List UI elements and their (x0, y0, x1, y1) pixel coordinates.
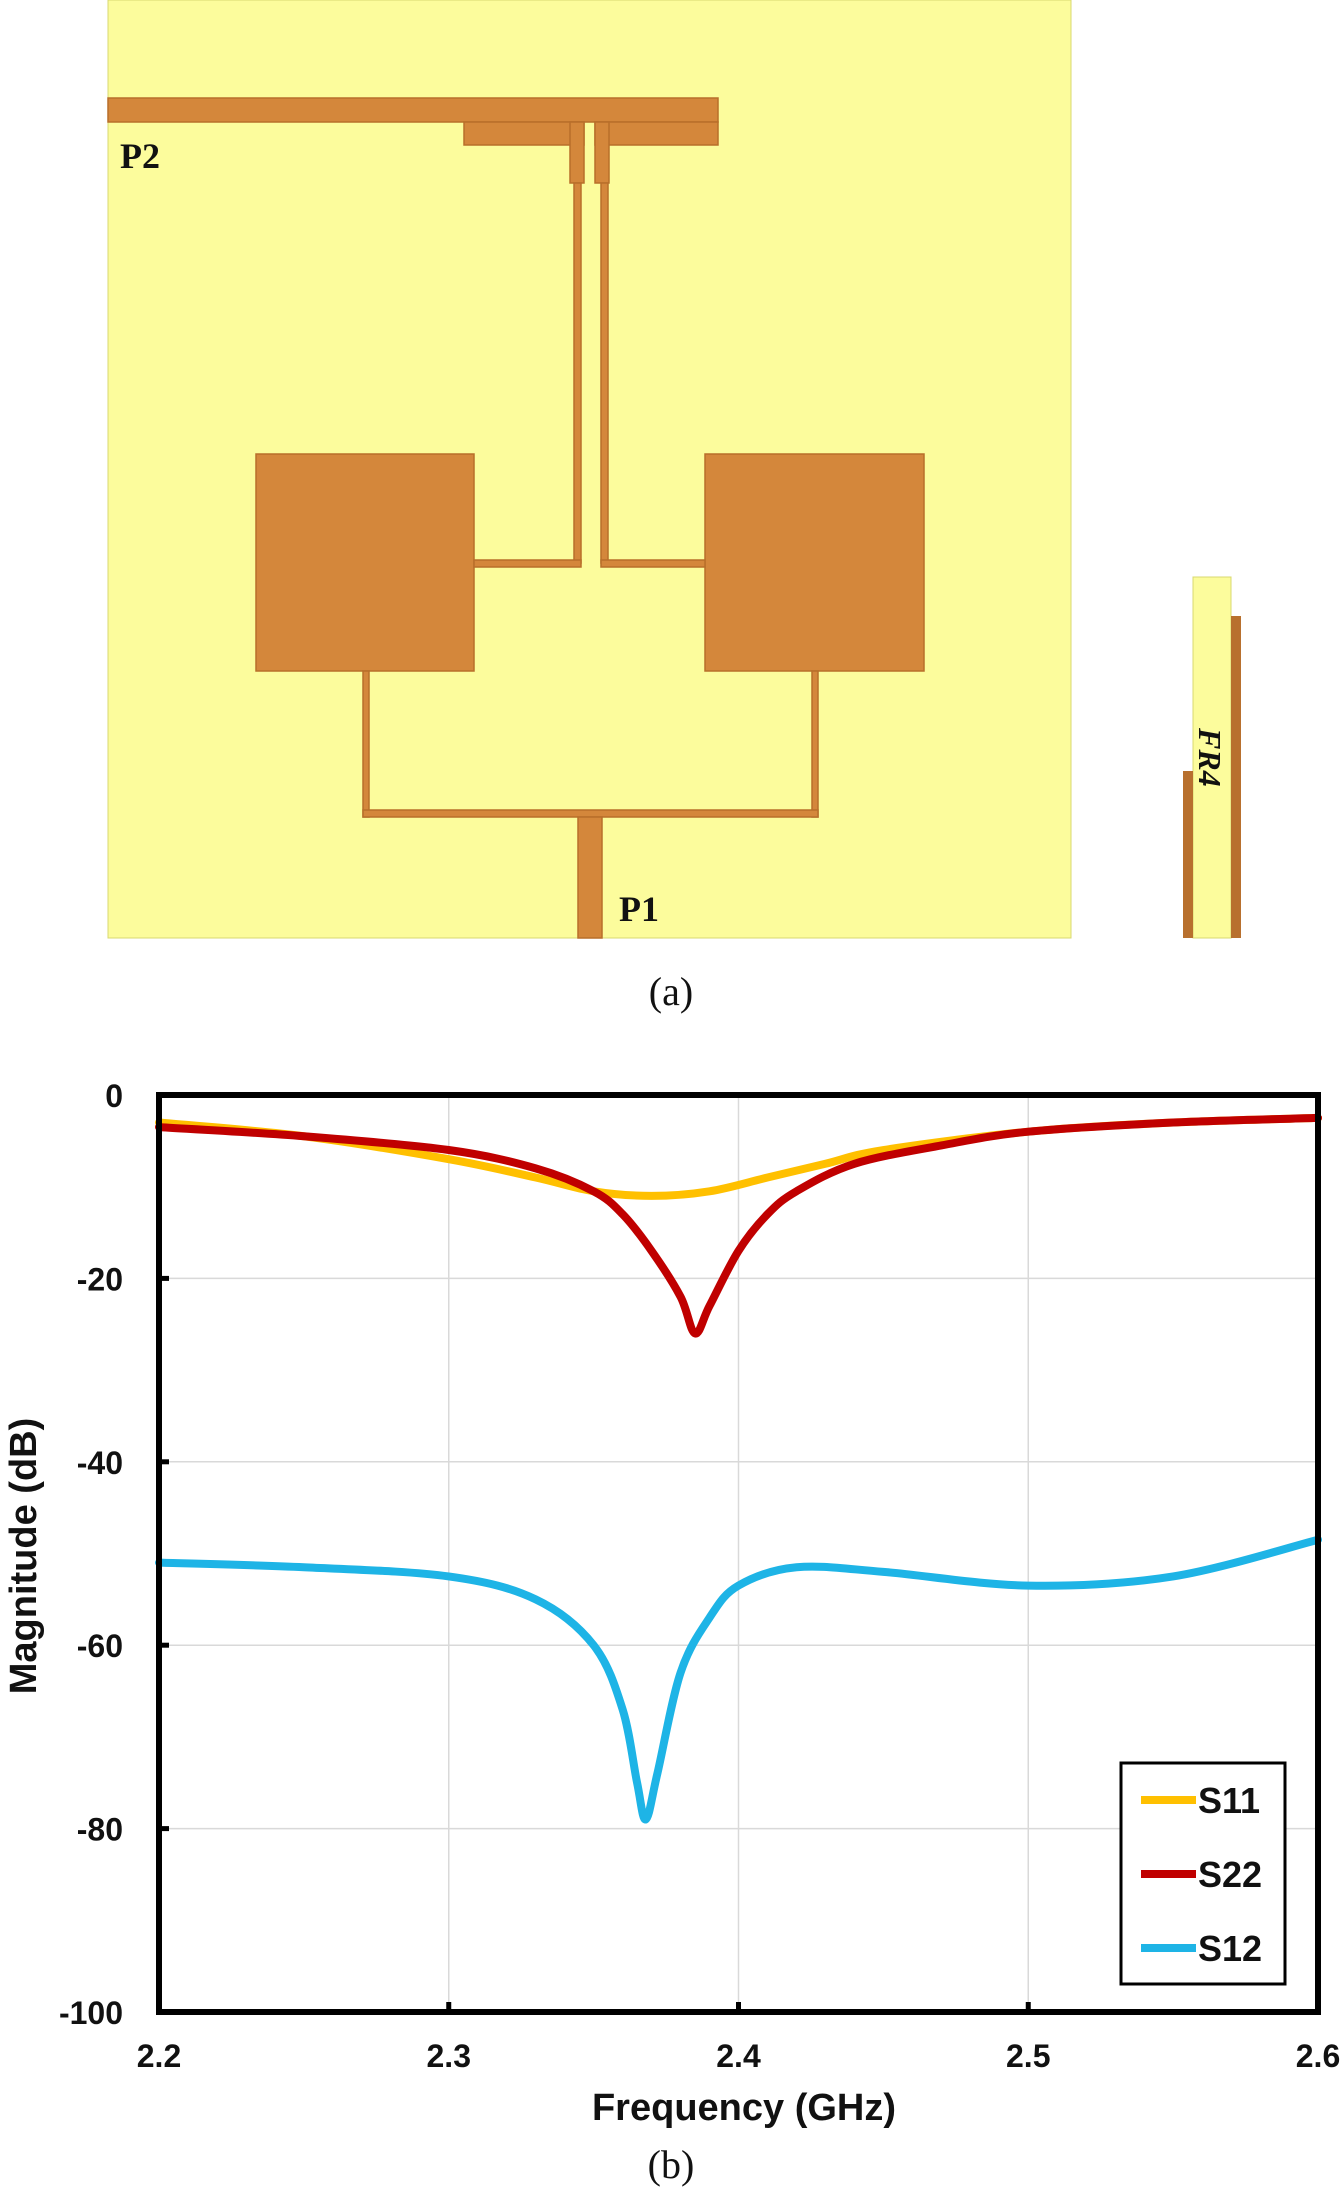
legend-label-s12: S12 (1198, 1928, 1262, 1969)
x-tick-label: 2.3 (427, 2038, 471, 2074)
y-tick-label: -60 (77, 1628, 123, 1664)
antenna-layout: P2 P1 FR4 (a) (107, 0, 1241, 1014)
y-tick-label: 0 (105, 1078, 123, 1114)
port1-label: P1 (619, 889, 659, 929)
series-line-s22 (155, 1113, 1322, 1338)
t-stub-right (594, 121, 719, 146)
patch-left (255, 453, 475, 672)
x-tick-label: 2.2 (137, 2038, 181, 2074)
y-tick-label: -40 (77, 1445, 123, 1481)
y-tick-label: -80 (77, 1812, 123, 1848)
x-tick-label: 2.5 (1006, 2038, 1050, 2074)
caption-a: (a) (649, 969, 693, 1014)
port2-feedline (107, 97, 719, 123)
s-parameter-chart: 2.2 2.3 2.4 2.5 2.6 0 -20 -40 -60 -80 -100 Frequen… (3, 1078, 1340, 2187)
legend-label-s11: S11 (1198, 1780, 1260, 1821)
legend-label-s22: S22 (1198, 1854, 1262, 1895)
substrate-side (1192, 576, 1232, 939)
stub-neck-left (569, 121, 585, 184)
copper-top-side (1231, 616, 1241, 938)
substrate-board (107, 0, 1072, 939)
stub-neck-right (594, 121, 610, 184)
x-tick-label: 2.6 (1296, 2038, 1340, 2074)
t-stub-left (463, 121, 585, 146)
series-line-s12 (155, 1535, 1322, 1824)
y-axis-label: Magnitude (dB) (3, 1418, 45, 1695)
y-tick-label: -20 (77, 1261, 123, 1297)
patch-right (704, 453, 925, 672)
connector-left (473, 559, 582, 568)
side-view: FR4 (1183, 576, 1241, 939)
caption-b: (b) (648, 2142, 695, 2187)
x-axis-label: Frequency (GHz) (592, 2087, 896, 2129)
port2-label: P2 (120, 136, 160, 176)
series-lines (155, 1113, 1322, 1824)
y-tick-label: -100 (59, 1995, 123, 2031)
legend: S11 S22 S12 (1119, 1761, 1287, 1986)
feed-horizontal (362, 809, 819, 818)
tick-labels: 2.2 2.3 2.4 2.5 2.6 0 -20 -40 -60 -80 -100 (59, 1078, 1340, 2074)
coupled-line-left (573, 182, 582, 564)
substrate-label: FR4 (1192, 727, 1228, 787)
connector-right (600, 559, 706, 568)
x-tick-label: 2.4 (716, 2038, 761, 2074)
coupled-line-right (600, 182, 609, 564)
port1-feedline (577, 816, 603, 939)
copper-bottom-side (1183, 771, 1193, 938)
feed-vertical-right (811, 670, 819, 818)
feed-vertical-left (362, 670, 370, 818)
